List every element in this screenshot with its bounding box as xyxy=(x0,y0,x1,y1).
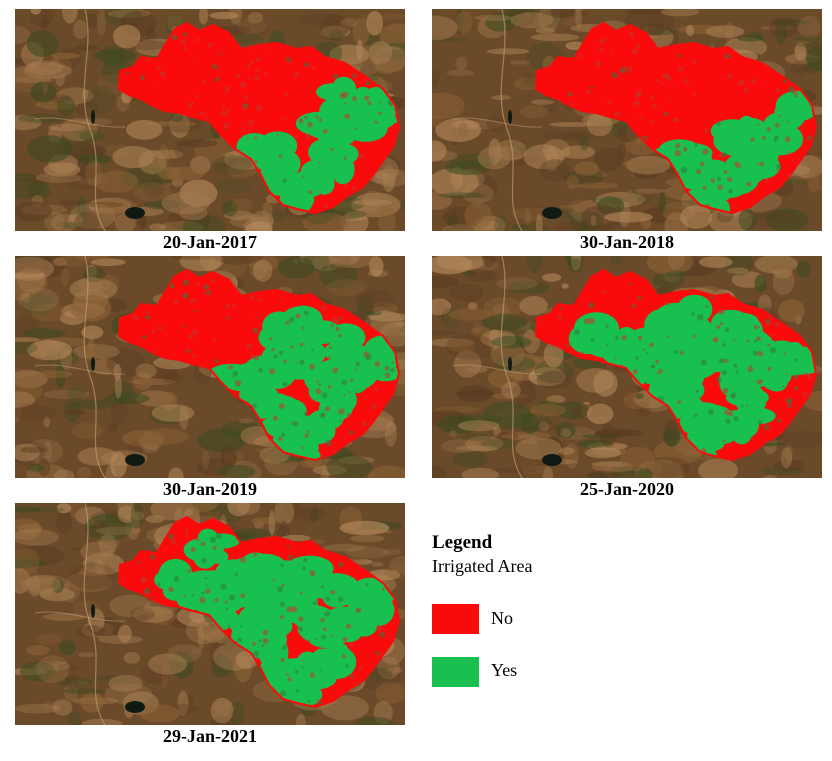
satellite-map-2018 xyxy=(432,9,822,231)
legend-swatch-no xyxy=(432,604,479,634)
legend-label-yes: Yes xyxy=(491,660,518,680)
satellite-map-2017 xyxy=(15,9,405,231)
date-caption-2018: 30-Jan-2018 xyxy=(580,232,674,252)
date-caption-2019: 30-Jan-2019 xyxy=(163,479,257,499)
legend-swatch-yes xyxy=(432,657,479,687)
legend-subtitle: Irrigated Area xyxy=(432,556,533,576)
satellite-map-2021 xyxy=(15,503,405,725)
legend-label-no: No xyxy=(491,608,513,628)
date-caption-2020: 25-Jan-2020 xyxy=(580,479,674,499)
satellite-map-2020 xyxy=(432,256,822,478)
date-caption-2017: 20-Jan-2017 xyxy=(163,232,257,252)
legend-title: Legend xyxy=(432,532,493,553)
map-legend: Legend Irrigated Area No Yes xyxy=(432,532,732,702)
date-caption-2021: 29-Jan-2021 xyxy=(163,726,257,746)
satellite-map-2019 xyxy=(15,256,405,478)
